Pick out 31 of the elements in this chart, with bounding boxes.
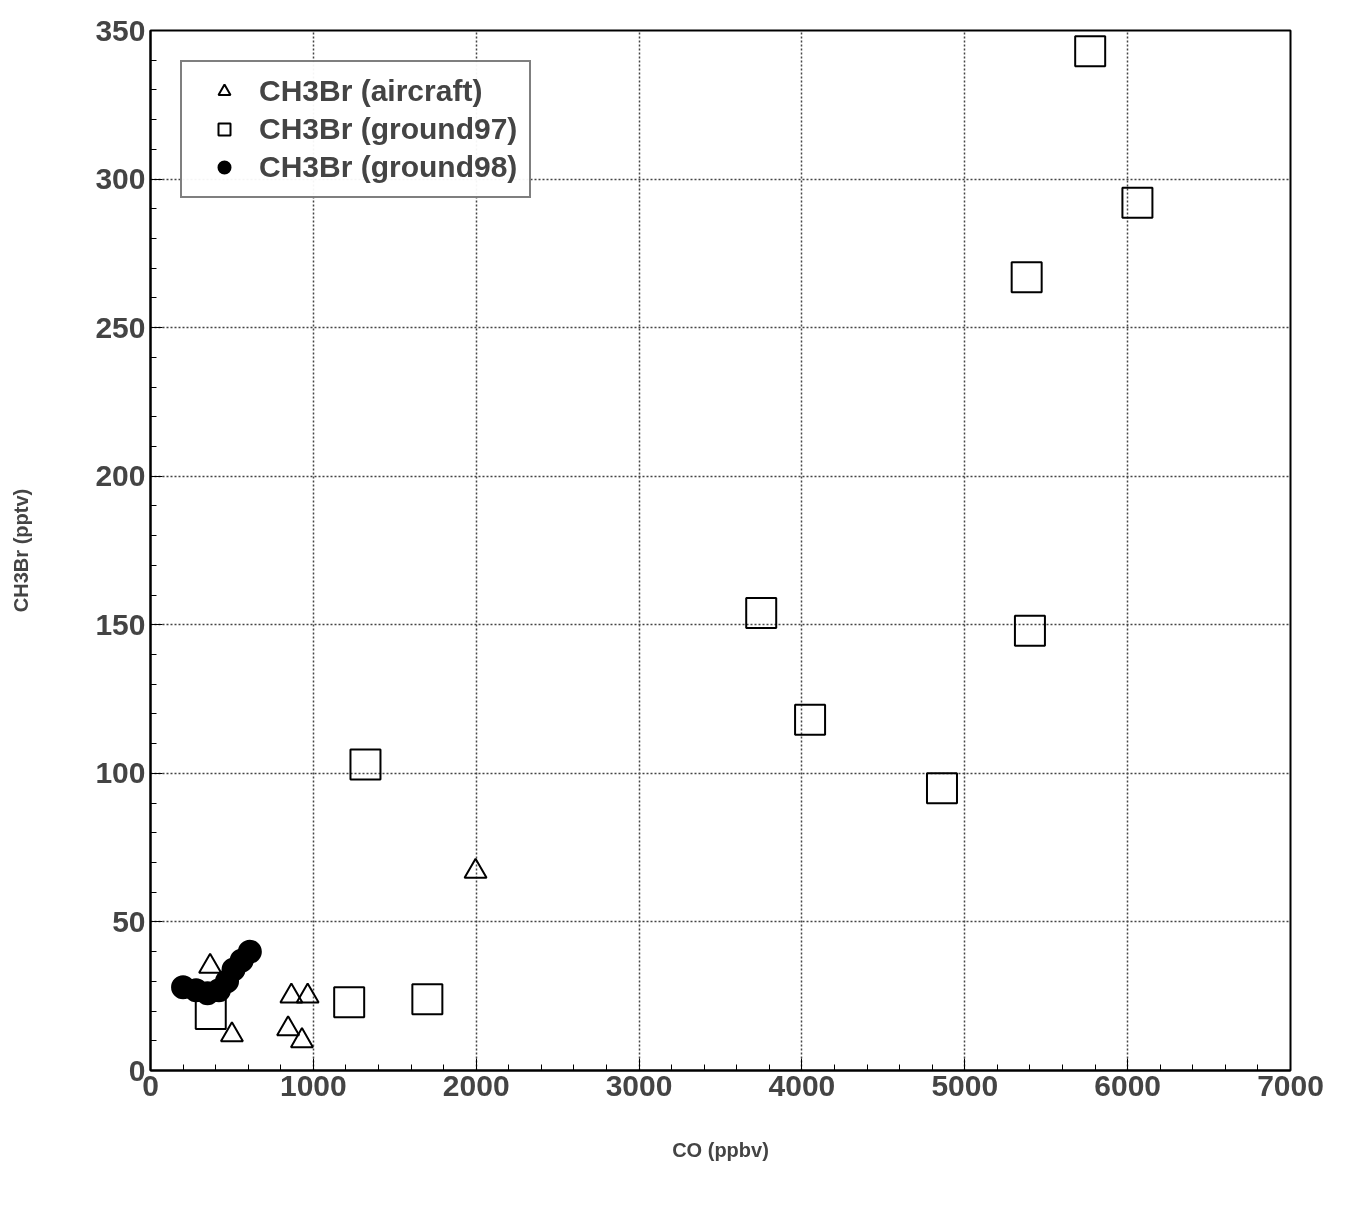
x-tick-label: 5000	[931, 1068, 999, 1102]
point	[411, 983, 444, 1016]
x-tick-label: 7000	[1257, 1068, 1324, 1102]
point	[333, 986, 366, 1019]
point	[794, 703, 827, 736]
point	[1010, 261, 1043, 294]
legend-label: CH3Br (aircraft)	[259, 74, 483, 108]
point	[1074, 35, 1107, 68]
x-tick-label: 4000	[768, 1068, 836, 1102]
y-tick-label: 250	[95, 310, 146, 344]
point	[925, 772, 958, 805]
x-axis-title: CO (ppbv)	[672, 1138, 769, 1161]
point	[745, 596, 778, 629]
y-tick-label: 200	[95, 459, 146, 493]
y-tick-label: 50	[112, 904, 146, 938]
point	[1121, 186, 1154, 219]
point	[237, 939, 262, 964]
point	[194, 998, 227, 1031]
x-tick-label: 2000	[442, 1068, 510, 1102]
x-tick-label: 1000	[279, 1068, 347, 1102]
y-tick-label: 150	[95, 607, 146, 641]
x-tick-label: 6000	[1094, 1068, 1162, 1102]
x-tick-label: 3000	[605, 1068, 673, 1102]
legend-label: CH3Br (ground98)	[259, 150, 518, 184]
legend-label: CH3Br (ground97)	[259, 112, 518, 146]
y-tick-label: 300	[95, 162, 146, 196]
y-tick-label: 350	[95, 13, 146, 47]
point	[1013, 614, 1046, 647]
y-axis-title: CH3Br (pptv)	[10, 488, 33, 613]
point	[349, 748, 382, 781]
y-tick-label: 100	[95, 756, 146, 790]
